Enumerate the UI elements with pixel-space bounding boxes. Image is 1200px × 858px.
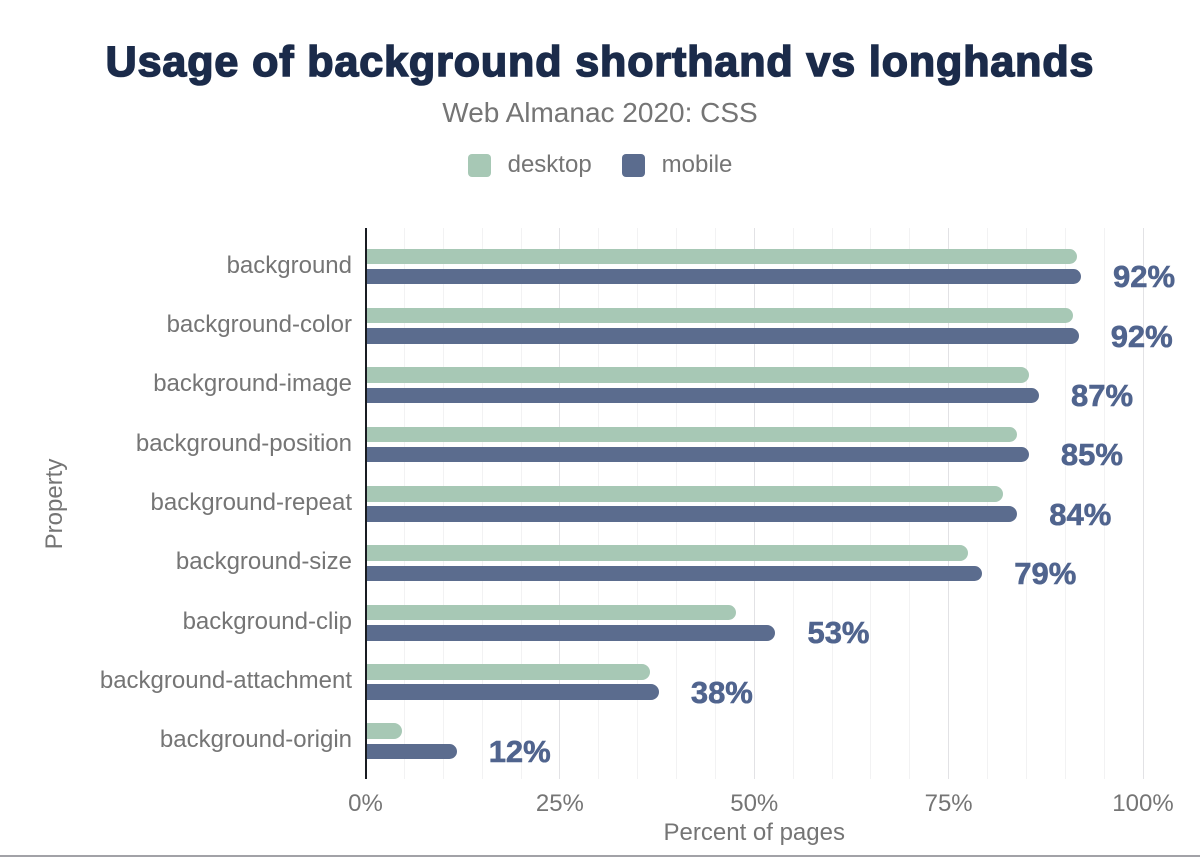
legend: desktop mobile [0,153,1200,177]
major-gridline [753,228,755,779]
desktop-bar [366,248,1078,265]
desktop-bar [366,307,1074,324]
desktop-bar [366,723,403,739]
category-label: background-color [166,310,352,338]
legend-item-desktop: desktop [467,151,592,178]
legend-label-mobile: mobile [661,151,733,178]
minor-gridline [909,228,911,779]
desktop-bar [366,486,1004,502]
value-label: 12% [488,734,551,770]
mobile-bar [366,268,1082,285]
major-gridline [1142,228,1144,779]
value-label: 87% [1071,377,1134,414]
legend-item-mobile: mobile [621,151,733,178]
minor-gridline [1103,228,1105,779]
chart-title: Usage of background shorthand vs longhan… [105,37,1095,87]
value-label: 92% [1110,318,1173,354]
mobile-bar [366,625,776,641]
x-tick-label: 50% [730,790,779,817]
mobile-bar [366,446,1029,463]
minor-gridline [598,228,600,779]
y-axis-line [364,228,367,779]
minor-gridline [676,228,677,779]
desktop-bar [366,545,969,561]
mobile-bar [366,743,457,760]
x-tick-label: 25% [535,790,584,817]
x-tick-label: 75% [924,790,973,817]
chart-subtitle: Web Almanac 2020: CSS [442,97,758,128]
mobile-bar [366,506,1018,522]
value-label: 84% [1049,496,1112,532]
minor-gridline [1064,228,1066,779]
minor-gridline [792,228,794,779]
category-label: background-position [135,429,352,457]
minor-gridline [987,228,988,779]
desktop-bar [366,664,651,680]
category-label: background-origin [159,726,352,754]
major-gridline [559,228,561,779]
minor-gridline [403,228,405,779]
minor-gridline [481,228,483,779]
desktop-bar [366,367,1029,383]
value-label: 79% [1014,555,1077,592]
value-label: 92% [1113,259,1176,295]
value-label: 53% [807,615,870,651]
category-label: background-size [175,548,352,576]
category-label: background-image [153,370,352,398]
minor-gridline [1025,228,1027,779]
category-label: background-clip [182,607,352,635]
minor-gridline [714,228,716,779]
major-gridline [948,228,950,779]
minor-gridline [637,228,639,779]
mobile-bar [366,565,983,582]
value-label: 38% [690,674,754,710]
x-axis-title: Percent of pages [663,819,845,846]
bottom-rule [0,855,1200,857]
mobile-bar [366,684,659,700]
category-label: background-attachment [99,667,352,695]
minor-gridline [831,228,833,779]
minor-gridline [442,228,444,779]
minor-gridline [870,228,872,779]
y-axis-title: Property [41,458,68,549]
x-tick-label: 0% [348,790,383,817]
mobile-swatch-icon [621,153,645,177]
category-label: background-repeat [150,488,352,516]
mobile-bar [366,387,1040,404]
legend-label-desktop: desktop [507,151,592,178]
desktop-swatch-icon [467,153,491,177]
minor-gridline [520,228,522,779]
desktop-bar [366,426,1018,443]
desktop-bar [366,604,736,621]
mobile-bar [366,328,1079,344]
x-tick-label: 100% [1112,790,1174,817]
category-label: background [226,251,352,279]
value-label: 85% [1060,437,1124,473]
